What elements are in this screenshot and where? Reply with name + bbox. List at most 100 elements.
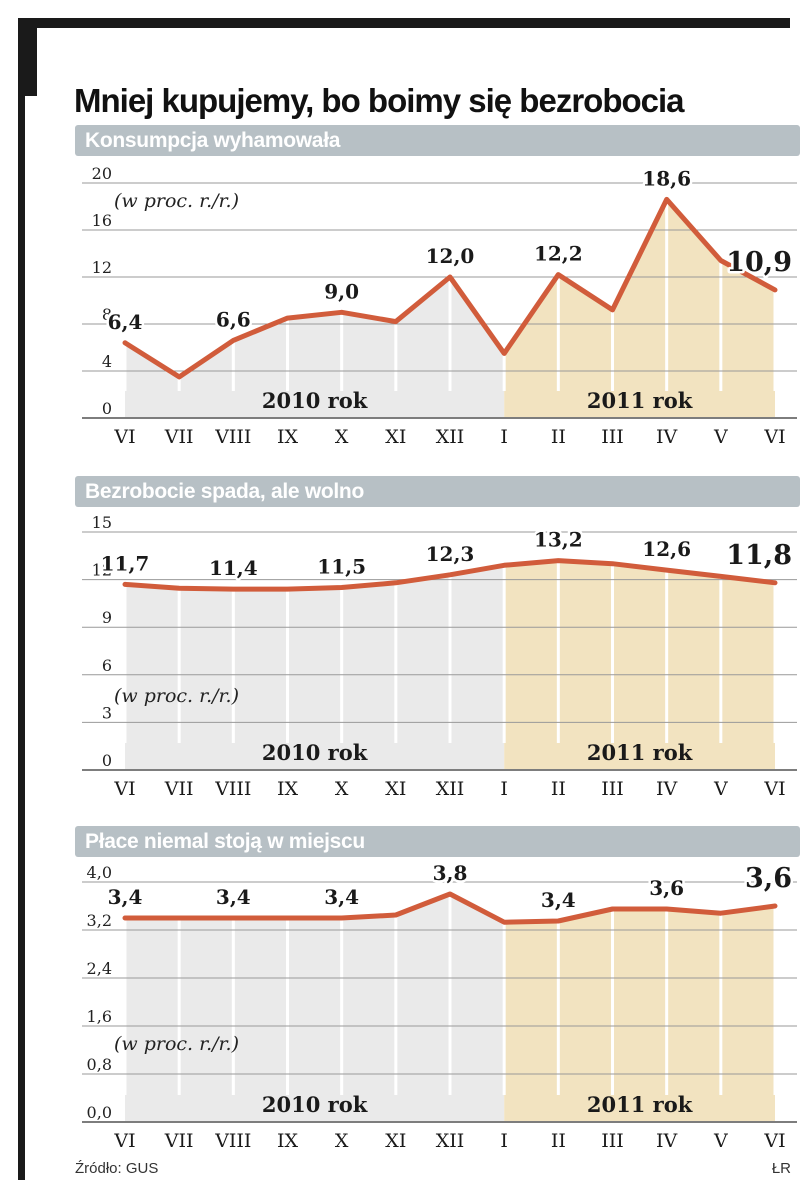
- month-label: II: [551, 1130, 566, 1152]
- month-label: V: [713, 426, 728, 448]
- month-label: V: [713, 1130, 728, 1152]
- point-label: 3,4: [541, 888, 576, 912]
- point-label-accent: 3,6: [745, 863, 792, 894]
- chart-2-header: Bezrobocie spada, ale wolno: [75, 476, 800, 507]
- point-label: 18,6: [642, 166, 691, 190]
- y-tick-label: 12: [92, 258, 112, 277]
- month-label: XI: [385, 1130, 406, 1152]
- year-label: 2011 rok: [587, 1092, 693, 1117]
- point-label: 6,6: [216, 307, 251, 331]
- month-label: VIII: [214, 778, 251, 800]
- y-tick-label: 4: [102, 352, 112, 371]
- month-label: XI: [385, 778, 406, 800]
- month-label: VI: [763, 778, 785, 800]
- point-label: 11,4: [209, 556, 258, 580]
- month-label: X: [335, 1130, 349, 1152]
- point-label: 3,6: [649, 876, 684, 900]
- year-label: 2011 rok: [587, 388, 693, 413]
- month-label: II: [551, 778, 566, 800]
- y-tick-label: 9: [102, 608, 112, 627]
- chart-1-header: Konsumpcja wyhamowała: [75, 125, 800, 156]
- y-tick-label: 0: [102, 751, 112, 770]
- point-label: 11,7: [101, 551, 150, 575]
- y-tick-label: 12: [92, 561, 112, 580]
- frame-top-bar: [18, 18, 790, 28]
- month-label: VII: [164, 778, 194, 800]
- month-label: VI: [113, 426, 135, 448]
- month-label: IX: [277, 778, 299, 800]
- point-label: 12,2: [534, 242, 583, 266]
- month-label: I: [500, 1130, 508, 1152]
- chart-3-header: Płace niemal stoją w miejscu: [75, 826, 800, 857]
- month-label: VI: [113, 1130, 135, 1152]
- point-label: 13,2: [534, 528, 583, 552]
- chart-2-unemployment: 0 3 6 9 12 15 (w proc. r./r.) 2010 rok 2011 rok V…: [82, 513, 797, 800]
- area-fill-2011: [504, 560, 775, 770]
- month-label: I: [500, 778, 508, 800]
- month-label: VIII: [214, 1130, 251, 1152]
- y-tick-label: 8: [102, 305, 112, 324]
- year-label: 2010 rok: [262, 1092, 368, 1117]
- month-label: VII: [164, 1130, 194, 1152]
- point-label: 3,4: [216, 885, 251, 909]
- month-label: VII: [164, 426, 194, 448]
- month-label: X: [335, 426, 349, 448]
- y-tick-label: 0,8: [87, 1055, 112, 1074]
- point-label: 6,4: [108, 310, 143, 334]
- frame-left-bar: [18, 96, 25, 1180]
- y-tick-label: 16: [92, 211, 112, 230]
- area-fill-2011: [504, 906, 775, 1122]
- y-tick-label: 15: [92, 513, 112, 532]
- point-label: 3,4: [108, 885, 143, 909]
- y-tick-label: 6: [102, 656, 112, 675]
- source-note: Źródło: GUS: [75, 1160, 159, 1177]
- year-label: 2010 rok: [262, 740, 368, 765]
- y-tick-label: 2,4: [87, 959, 112, 978]
- month-label: IV: [656, 1130, 678, 1152]
- month-label: I: [500, 426, 508, 448]
- month-label: III: [601, 778, 624, 800]
- unit-note: (w proc. r./r.): [114, 190, 239, 212]
- month-label: XII: [436, 1130, 465, 1152]
- point-label: 12,3: [426, 542, 475, 566]
- month-label: V: [713, 778, 728, 800]
- author-initials: ŁR: [771, 1160, 791, 1177]
- area-fill-2011: [504, 199, 775, 418]
- point-label-accent: 11,8: [726, 540, 792, 571]
- unit-note: (w proc. r./r.): [114, 685, 239, 707]
- month-label: XI: [385, 426, 406, 448]
- y-tick-label: 3: [102, 703, 112, 722]
- year-label: 2011 rok: [587, 740, 693, 765]
- page-title: Mniej kupujemy, bo boimy się bezrobocia: [74, 82, 685, 120]
- point-label: 12,6: [642, 537, 691, 561]
- month-label: IV: [656, 778, 678, 800]
- month-label: IV: [656, 426, 678, 448]
- month-label: XII: [436, 426, 465, 448]
- y-tick-label: 0: [102, 399, 112, 418]
- point-label: 3,8: [433, 861, 468, 885]
- y-tick-label: 0,0: [87, 1103, 112, 1122]
- frame-corner-block: [18, 18, 37, 96]
- month-label: VIII: [214, 426, 251, 448]
- month-label: IX: [277, 426, 299, 448]
- point-label: 3,4: [324, 885, 359, 909]
- month-label: IX: [277, 1130, 299, 1152]
- year-label: 2010 rok: [262, 388, 368, 413]
- month-label: X: [335, 778, 349, 800]
- point-label-accent: 10,9: [726, 247, 792, 278]
- area-fill-2010: [125, 565, 505, 770]
- month-label: III: [601, 1130, 624, 1152]
- point-label: 9,0: [324, 279, 359, 303]
- month-label: XII: [436, 778, 465, 800]
- trend-line: [122, 891, 778, 925]
- y-tick-label: 1,6: [87, 1007, 112, 1026]
- trend-line: [122, 558, 778, 592]
- month-label: II: [551, 426, 566, 448]
- y-tick-label: 4,0: [87, 863, 112, 882]
- chart-1-consumption: 0 4 8 12 16 20(w proc. r./r.) 2010 rok 2011 rok…: [82, 164, 797, 448]
- point-label: 11,5: [317, 555, 366, 579]
- month-label: VI: [763, 426, 785, 448]
- month-label: VI: [113, 778, 135, 800]
- chart-3-wages: 0,0 0,8 1,6 2,4 3,2 4,0 (w proc. r./r.) 2010 ro…: [82, 860, 797, 1152]
